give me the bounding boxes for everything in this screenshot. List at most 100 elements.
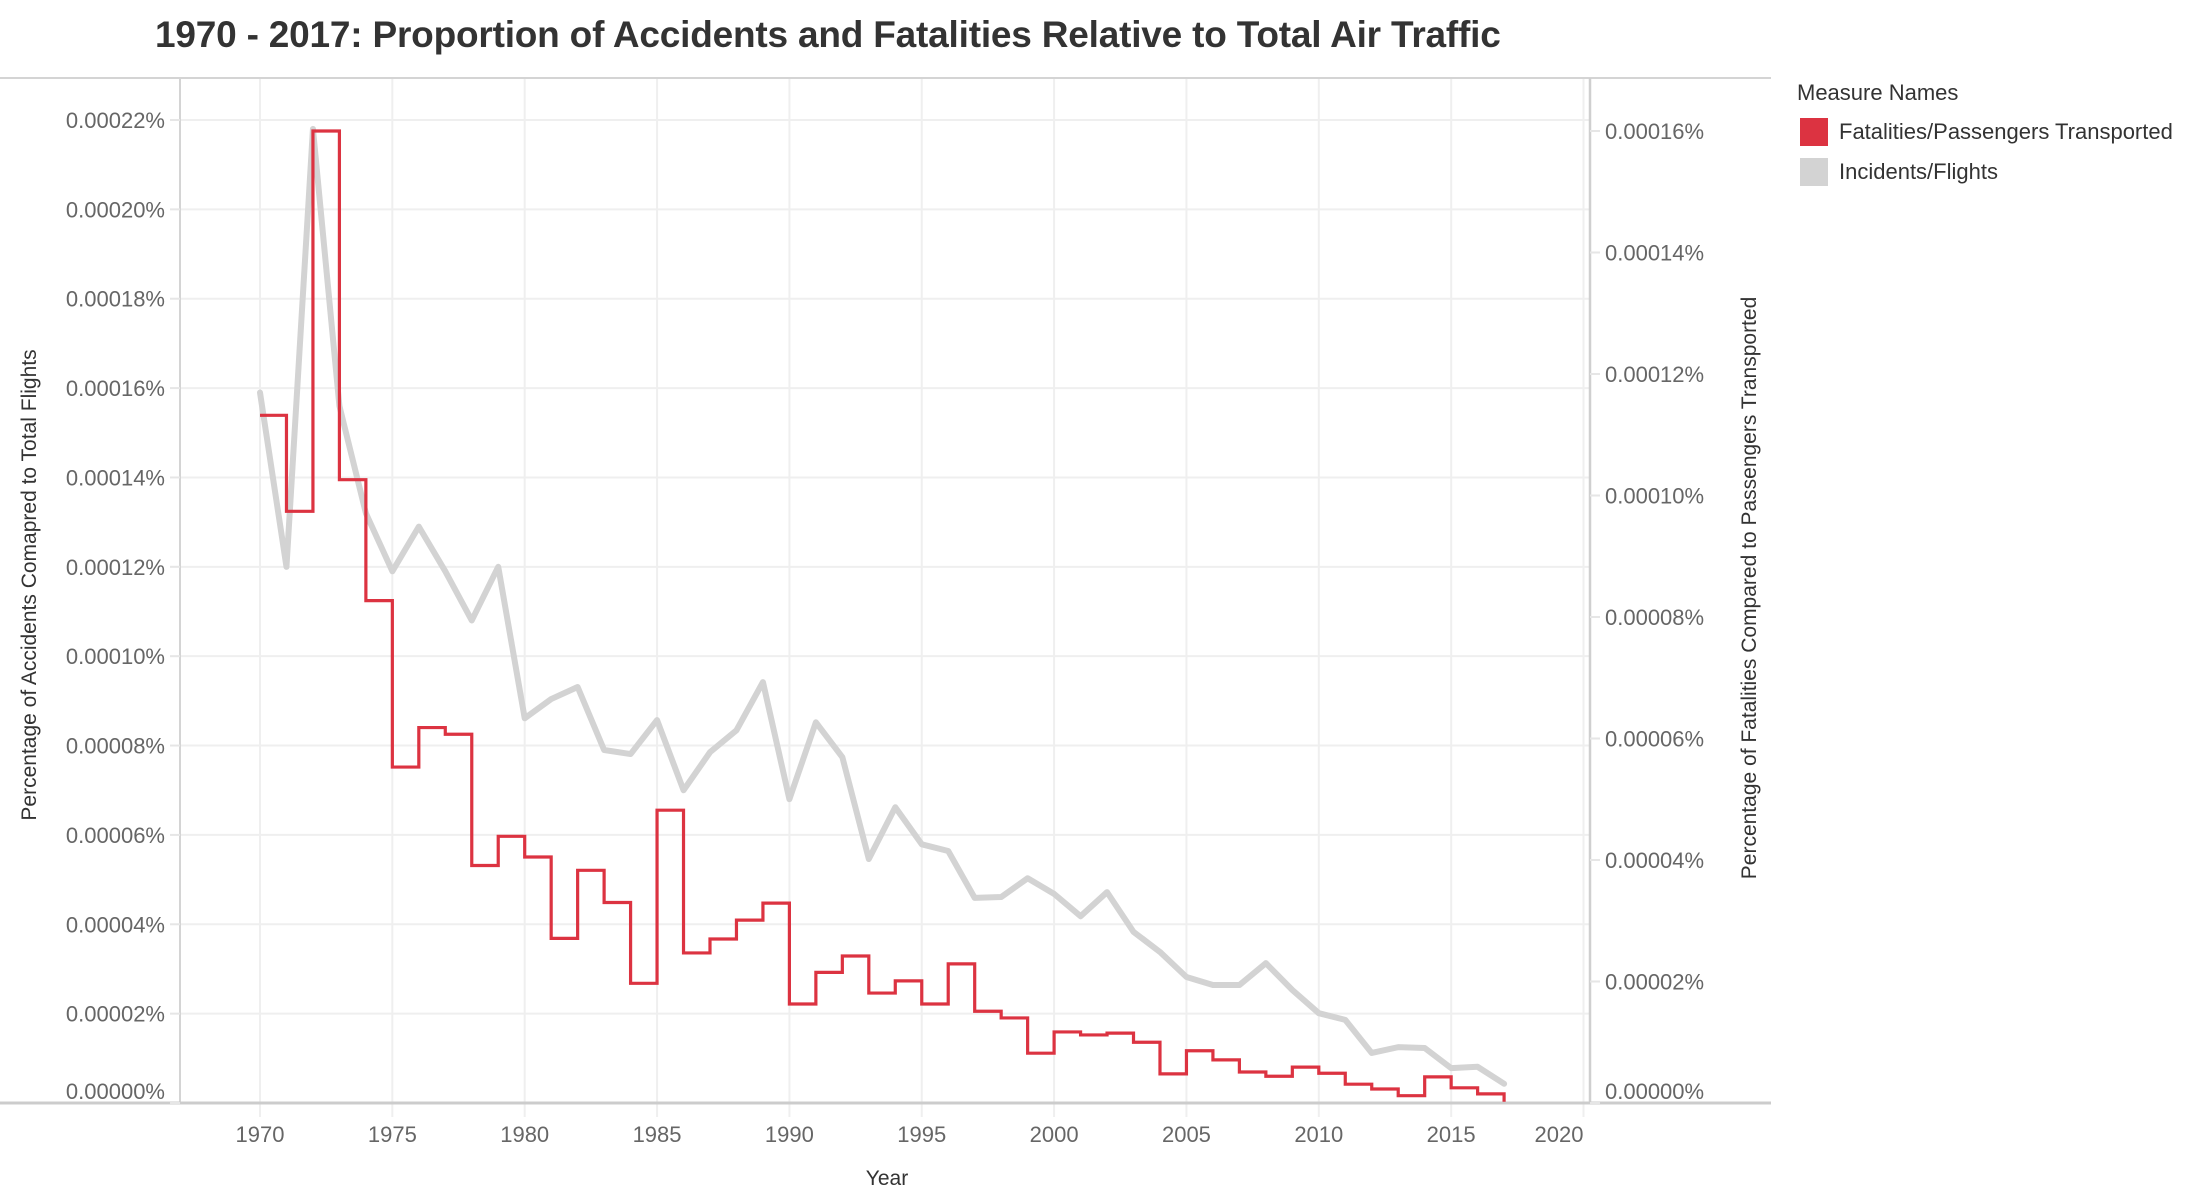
data-point[interactable] — [705, 747, 715, 757]
data-point[interactable] — [784, 794, 794, 804]
data-point[interactable] — [255, 388, 265, 398]
data-point[interactable] — [546, 933, 556, 943]
legend-item-incidents[interactable]: Incidents/Flights — [1797, 152, 2173, 192]
data-point[interactable] — [1446, 1063, 1456, 1073]
data-point[interactable] — [361, 596, 371, 606]
data-point[interactable] — [1420, 1043, 1430, 1053]
data-point[interactable] — [679, 948, 689, 958]
data-point[interactable] — [1102, 1028, 1112, 1038]
data-point[interactable] — [414, 522, 424, 532]
data-point[interactable] — [1367, 1048, 1377, 1058]
fatalities-step-line[interactable] — [260, 129, 1506, 1102]
data-point[interactable] — [652, 805, 662, 815]
data-point[interactable] — [1234, 1067, 1244, 1077]
data-point[interactable] — [1340, 1079, 1350, 1089]
data-point[interactable] — [996, 1013, 1006, 1023]
data-point[interactable] — [1049, 1027, 1059, 1037]
data-point[interactable] — [387, 566, 397, 576]
incidents-line[interactable] — [257, 125, 1508, 1087]
data-point[interactable] — [917, 999, 927, 1009]
data-point[interactable] — [387, 762, 397, 772]
data-point[interactable] — [890, 976, 900, 986]
data-point[interactable] — [864, 988, 874, 998]
data-point[interactable] — [308, 126, 318, 136]
data-point[interactable] — [811, 967, 821, 977]
data-point[interactable] — [334, 475, 344, 485]
data-point[interactable] — [943, 846, 953, 856]
data-point[interactable] — [467, 860, 477, 870]
data-point[interactable] — [1155, 947, 1165, 957]
data-point[interactable] — [1208, 1055, 1218, 1065]
data-point[interactable] — [573, 865, 583, 875]
data-point[interactable] — [520, 713, 530, 723]
data-point[interactable] — [1499, 1079, 1509, 1089]
data-point[interactable] — [1234, 980, 1244, 990]
data-point[interactable] — [1367, 1084, 1377, 1094]
data-point[interactable] — [1261, 1071, 1271, 1081]
data-point[interactable] — [493, 562, 503, 572]
data-point[interactable] — [731, 915, 741, 925]
data-point[interactable] — [996, 892, 1006, 902]
data-point[interactable] — [599, 898, 609, 908]
data-point[interactable] — [1393, 1042, 1403, 1052]
data-point[interactable] — [1129, 927, 1139, 937]
data-point[interactable] — [758, 898, 768, 908]
data-point[interactable] — [1499, 1097, 1509, 1107]
data-point[interactable] — [1102, 887, 1112, 897]
data-point[interactable] — [1129, 1037, 1139, 1047]
series-fatalities[interactable] — [255, 126, 1509, 1107]
data-point[interactable] — [652, 715, 662, 725]
data-point[interactable] — [467, 615, 477, 625]
data-point[interactable] — [943, 959, 953, 969]
data-point[interactable] — [1261, 958, 1271, 968]
data-point[interactable] — [811, 717, 821, 727]
data-point[interactable] — [731, 725, 741, 735]
data-point[interactable] — [1287, 1062, 1297, 1072]
data-point[interactable] — [1076, 911, 1086, 921]
data-point[interactable] — [1181, 972, 1191, 982]
data-point[interactable] — [864, 854, 874, 864]
data-point[interactable] — [1473, 1089, 1483, 1099]
data-point[interactable] — [1287, 985, 1297, 995]
data-point[interactable] — [1446, 1083, 1456, 1093]
data-point[interactable] — [837, 752, 847, 762]
data-point[interactable] — [1023, 1048, 1033, 1058]
plot-area[interactable] — [255, 124, 1509, 1107]
series-incidents[interactable] — [255, 124, 1509, 1089]
data-point[interactable] — [440, 566, 450, 576]
data-point[interactable] — [784, 999, 794, 1009]
data-point[interactable] — [1076, 1030, 1086, 1040]
data-point[interactable] — [493, 831, 503, 841]
data-point[interactable] — [890, 802, 900, 812]
data-point[interactable] — [679, 785, 689, 795]
data-point[interactable] — [1049, 889, 1059, 899]
data-point[interactable] — [281, 562, 291, 572]
data-point[interactable] — [1314, 1008, 1324, 1018]
data-point[interactable] — [837, 951, 847, 961]
data-point[interactable] — [1314, 1068, 1324, 1078]
data-point[interactable] — [599, 745, 609, 755]
data-point[interactable] — [1181, 1046, 1191, 1056]
data-point[interactable] — [546, 694, 556, 704]
data-point[interactable] — [1393, 1091, 1403, 1101]
data-point[interactable] — [758, 677, 768, 687]
data-point[interactable] — [626, 749, 636, 759]
data-point[interactable] — [414, 723, 424, 733]
data-point[interactable] — [520, 852, 530, 862]
legend-item-fatalities[interactable]: Fatalities/Passengers Transported — [1797, 112, 2173, 152]
data-point[interactable] — [1155, 1069, 1165, 1079]
data-point[interactable] — [1473, 1062, 1483, 1072]
data-point[interactable] — [1023, 873, 1033, 883]
data-point[interactable] — [1208, 980, 1218, 990]
data-point[interactable] — [1340, 1015, 1350, 1025]
data-point[interactable] — [573, 682, 583, 692]
data-point[interactable] — [626, 978, 636, 988]
data-point[interactable] — [255, 410, 265, 420]
data-point[interactable] — [1420, 1072, 1430, 1082]
data-point[interactable] — [705, 934, 715, 944]
data-point[interactable] — [440, 729, 450, 739]
data-point[interactable] — [970, 893, 980, 903]
data-point[interactable] — [281, 506, 291, 516]
data-point[interactable] — [970, 1006, 980, 1016]
data-point[interactable] — [917, 839, 927, 849]
